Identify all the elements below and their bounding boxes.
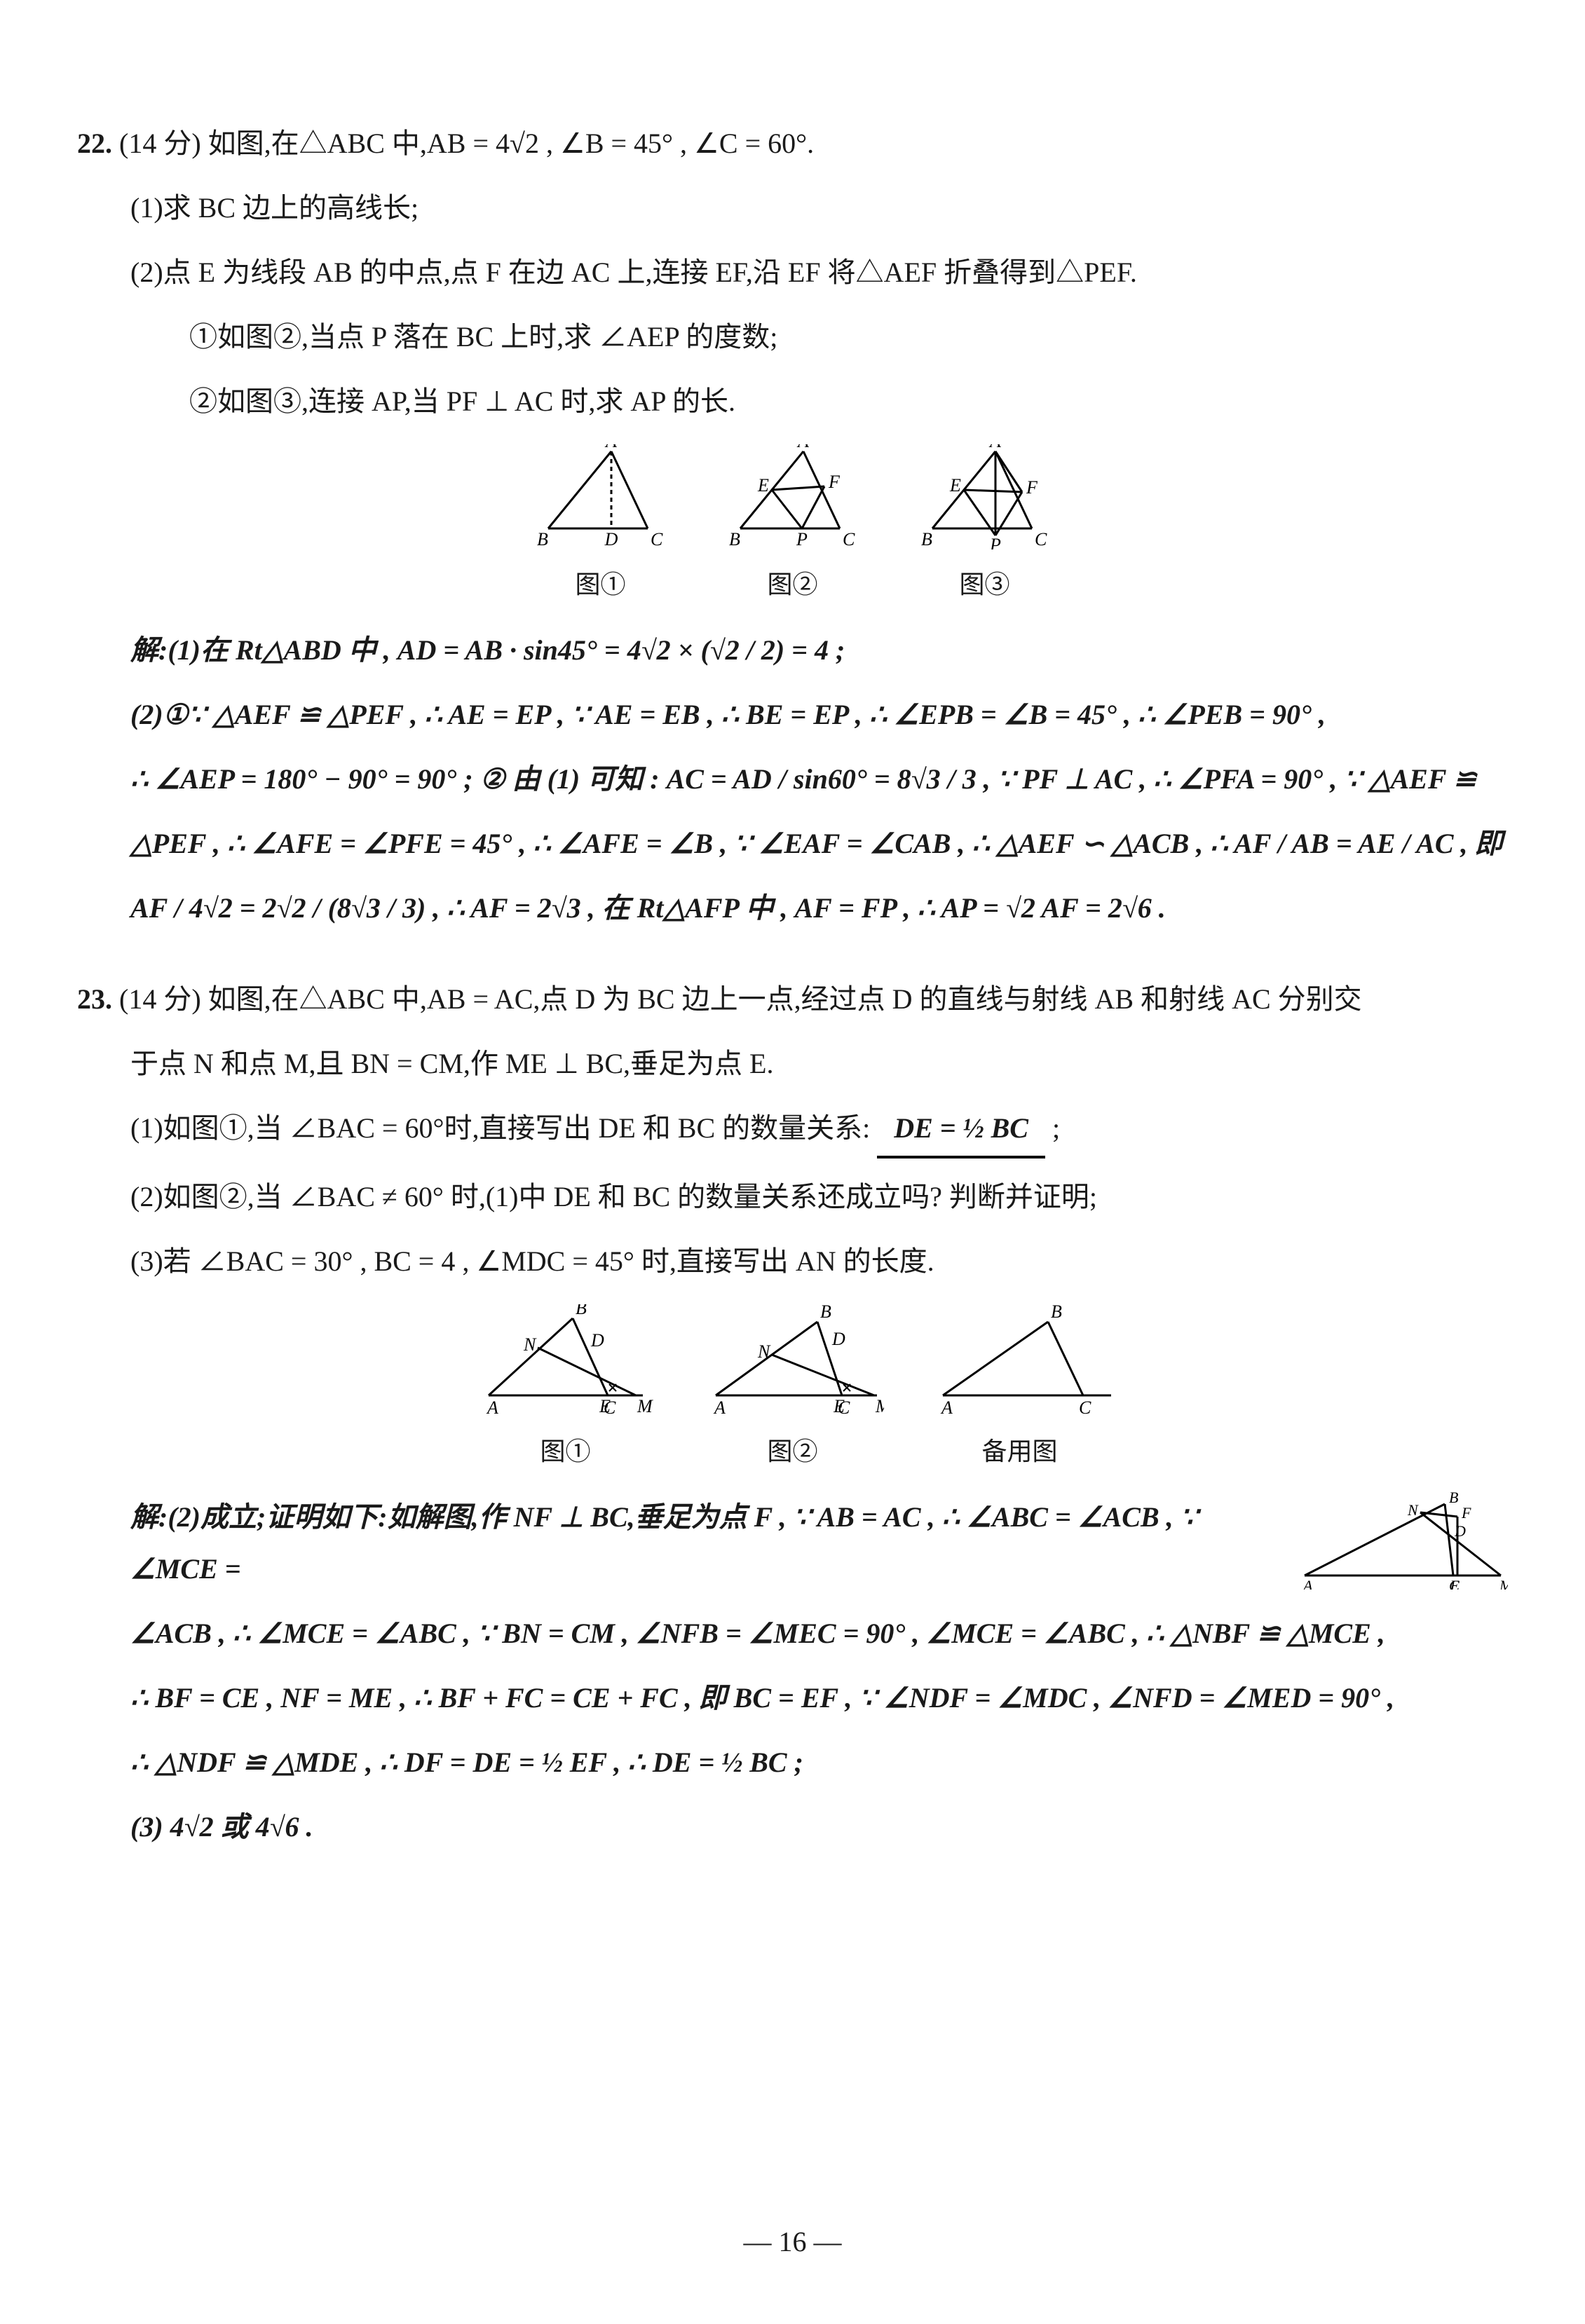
svg-text:E: E [1450, 1577, 1460, 1590]
q23-sol-5: (3) 4√2 或 4√6 . [77, 1801, 1508, 1853]
svg-text:B: B [820, 1304, 831, 1322]
svg-text:A: A [940, 1397, 953, 1416]
q22-fig1-svg: A B C D [527, 444, 674, 549]
q23-sol-4: ∴ △NDF ≌ △MDE , ∴ DF = DE = ½ EF , ∴ DE … [77, 1737, 1508, 1789]
q23-figures-row: NMDECABC 图① NMDECABC 图② ABC 备用图 [77, 1304, 1508, 1475]
svg-text:F: F [1461, 1504, 1471, 1522]
q23-fig2-svg: NMDECABC [702, 1304, 884, 1416]
svg-text:A: A [604, 444, 617, 451]
svg-text:D: D [1454, 1522, 1466, 1540]
q22-sol-2d: AF / 4√2 = 2√2 / (8√3 / 3) , ∴ AF = 2√3 … [77, 882, 1508, 934]
q22-part2-sub1: ①如图②,当点 P 落在 BC 上时,求 ∠AEP 的度数; [77, 311, 1508, 363]
svg-text:A: A [1302, 1577, 1313, 1590]
svg-text:F: F [828, 472, 841, 492]
svg-text:C: C [838, 1397, 850, 1416]
svg-text:M: M [875, 1396, 884, 1416]
q23-side-figure: ABCMENFD [1298, 1491, 1508, 1597]
q23-points: (14 分) [119, 983, 201, 1015]
svg-text:B: B [537, 529, 548, 549]
svg-text:C: C [651, 529, 663, 549]
q22-part2-sub2: ②如图③,连接 AP,当 PF ⊥ AC 时,求 AP 的长. [77, 376, 1508, 428]
q22-number: 22. [77, 128, 112, 159]
svg-text:B: B [729, 529, 740, 549]
svg-text:N: N [757, 1341, 771, 1362]
q23-part3: (3)若 ∠BAC = 30° , BC = 4 , ∠MDC = 45° 时,… [77, 1236, 1508, 1287]
q23-sol-3: ∴ BF = CE , NF = ME , ∴ BF + FC = CE + F… [77, 1672, 1508, 1724]
q23-part1-tail: ; [1052, 1112, 1060, 1144]
svg-text:C: C [604, 1397, 616, 1416]
q23-part1-answer: DE = ½ BC [877, 1102, 1045, 1158]
svg-text:N: N [523, 1334, 537, 1355]
svg-text:A: A [796, 444, 809, 451]
q22-sol-2a: (2)①∵ △AEF ≌ △PEF , ∴ AE = EP , ∵ AE = E… [77, 689, 1508, 741]
q23-number: 23. [77, 983, 112, 1015]
q23-fig2: NMDECABC 图② [702, 1304, 884, 1475]
svg-text:A: A [988, 444, 1001, 451]
svg-text:M: M [637, 1396, 653, 1416]
q22-fig1-caption: 图① [527, 561, 674, 608]
q22-fig3-caption: 图③ [911, 561, 1059, 608]
svg-text:B: B [576, 1304, 587, 1318]
q22-fig3: A B C E F P 图③ [911, 444, 1059, 608]
q23-side-figure-svg: ABCMENFD [1298, 1491, 1508, 1590]
q22-stem: 22. (14 分) 如图,在△ABC 中,AB = 4√2 , ∠B = 45… [77, 118, 1508, 170]
q23-fig3-svg: A B C [929, 1304, 1111, 1416]
q22-part1: (1)求 BC 边上的高线长; [77, 182, 1508, 234]
page-root: 22. (14 分) 如图,在△ABC 中,AB = 4√2 , ∠B = 45… [0, 0, 1585, 2324]
q23-fig2-caption: 图② [702, 1428, 884, 1475]
q22-fig2-svg: A B C E F P [719, 444, 866, 549]
svg-text:M: M [1499, 1577, 1508, 1590]
q22-fig1: A B C D 图① [527, 444, 674, 608]
q22-stem-text: 如图,在△ABC 中,AB = 4√2 , ∠B = 45° , ∠C = 60… [208, 128, 815, 159]
q23-fig1-caption: 图① [475, 1428, 657, 1475]
svg-text:N: N [1407, 1501, 1419, 1519]
q23-fig1-svg: NMDECABC [475, 1304, 657, 1416]
q23-fig3: A B C 备用图 [929, 1304, 1111, 1475]
q23-part2: (2)如图②,当 ∠BAC ≠ 60° 时,(1)中 DE 和 BC 的数量关系… [77, 1171, 1508, 1223]
svg-text:B: B [1449, 1491, 1458, 1506]
q23-sol-1: 解:(2)成立;证明如下:如解图,作 NF ⊥ BC,垂足为点 F , ∵ AB… [77, 1491, 1508, 1595]
q23-fig1: NMDECABC 图① [475, 1304, 657, 1475]
svg-text:F: F [1026, 477, 1038, 498]
q22-fig2-caption: 图② [719, 561, 866, 608]
q22-fig3-svg: A B C E F P [911, 444, 1059, 549]
svg-text:D: D [604, 529, 618, 549]
svg-text:B: B [921, 529, 932, 549]
page-number: — 16 — [0, 2216, 1585, 2268]
svg-text:C: C [1035, 529, 1047, 549]
svg-text:P: P [796, 529, 808, 549]
q23-stem-a: 23. (14 分) 如图,在△ABC 中,AB = AC,点 D 为 BC 边… [77, 973, 1508, 1025]
q22-fig2: A B C E F P 图② [719, 444, 866, 608]
q23-part1: (1)如图①,当 ∠BAC = 60°时,直接写出 DE 和 BC 的数量关系:… [77, 1102, 1508, 1158]
q22-figures-row: A B C D 图① A B C E F P 图② A B C E F P 图③ [77, 444, 1508, 608]
svg-text:P: P [989, 535, 1001, 549]
svg-text:B: B [1051, 1304, 1062, 1322]
q23-part1-pre: (1)如图①,当 ∠BAC = 60°时,直接写出 DE 和 BC 的数量关系: [130, 1112, 870, 1144]
q23-fig3-caption: 备用图 [929, 1428, 1111, 1475]
q23-sol-2: ∠ACB , ∴ ∠MCE = ∠ABC , ∵ BN = CM , ∠NFB … [77, 1608, 1508, 1660]
svg-text:E: E [757, 475, 769, 495]
q22-sol-1: 解:(1)在 Rt△ABD 中 , AD = AB · sin45° = 4√2… [77, 624, 1508, 676]
q23-stem-b: 于点 N 和点 M,且 BN = CM,作 ME ⊥ BC,垂足为点 E. [77, 1038, 1508, 1090]
svg-text:D: D [831, 1329, 845, 1349]
svg-text:A: A [486, 1397, 498, 1416]
svg-text:D: D [590, 1330, 604, 1351]
svg-text:E: E [949, 475, 961, 495]
svg-text:C: C [843, 529, 855, 549]
q23-stem-text-a: 如图,在△ABC 中,AB = AC,点 D 为 BC 边上一点,经过点 D 的… [208, 983, 1362, 1015]
q22-points: (14 分) [119, 128, 201, 159]
svg-text:C: C [1079, 1397, 1091, 1416]
q22-sol-2c: △PEF , ∴ ∠AFE = ∠PFE = 45° , ∴ ∠AFE = ∠B… [77, 818, 1508, 870]
q22-part2-intro: (2)点 E 为线段 AB 的中点,点 F 在边 AC 上,连接 EF,沿 EF… [77, 247, 1508, 299]
q22-sol-2b: ∴ ∠AEP = 180° − 90° = 90° ; ② 由 (1) 可知 :… [77, 753, 1508, 805]
svg-text:A: A [713, 1397, 726, 1416]
